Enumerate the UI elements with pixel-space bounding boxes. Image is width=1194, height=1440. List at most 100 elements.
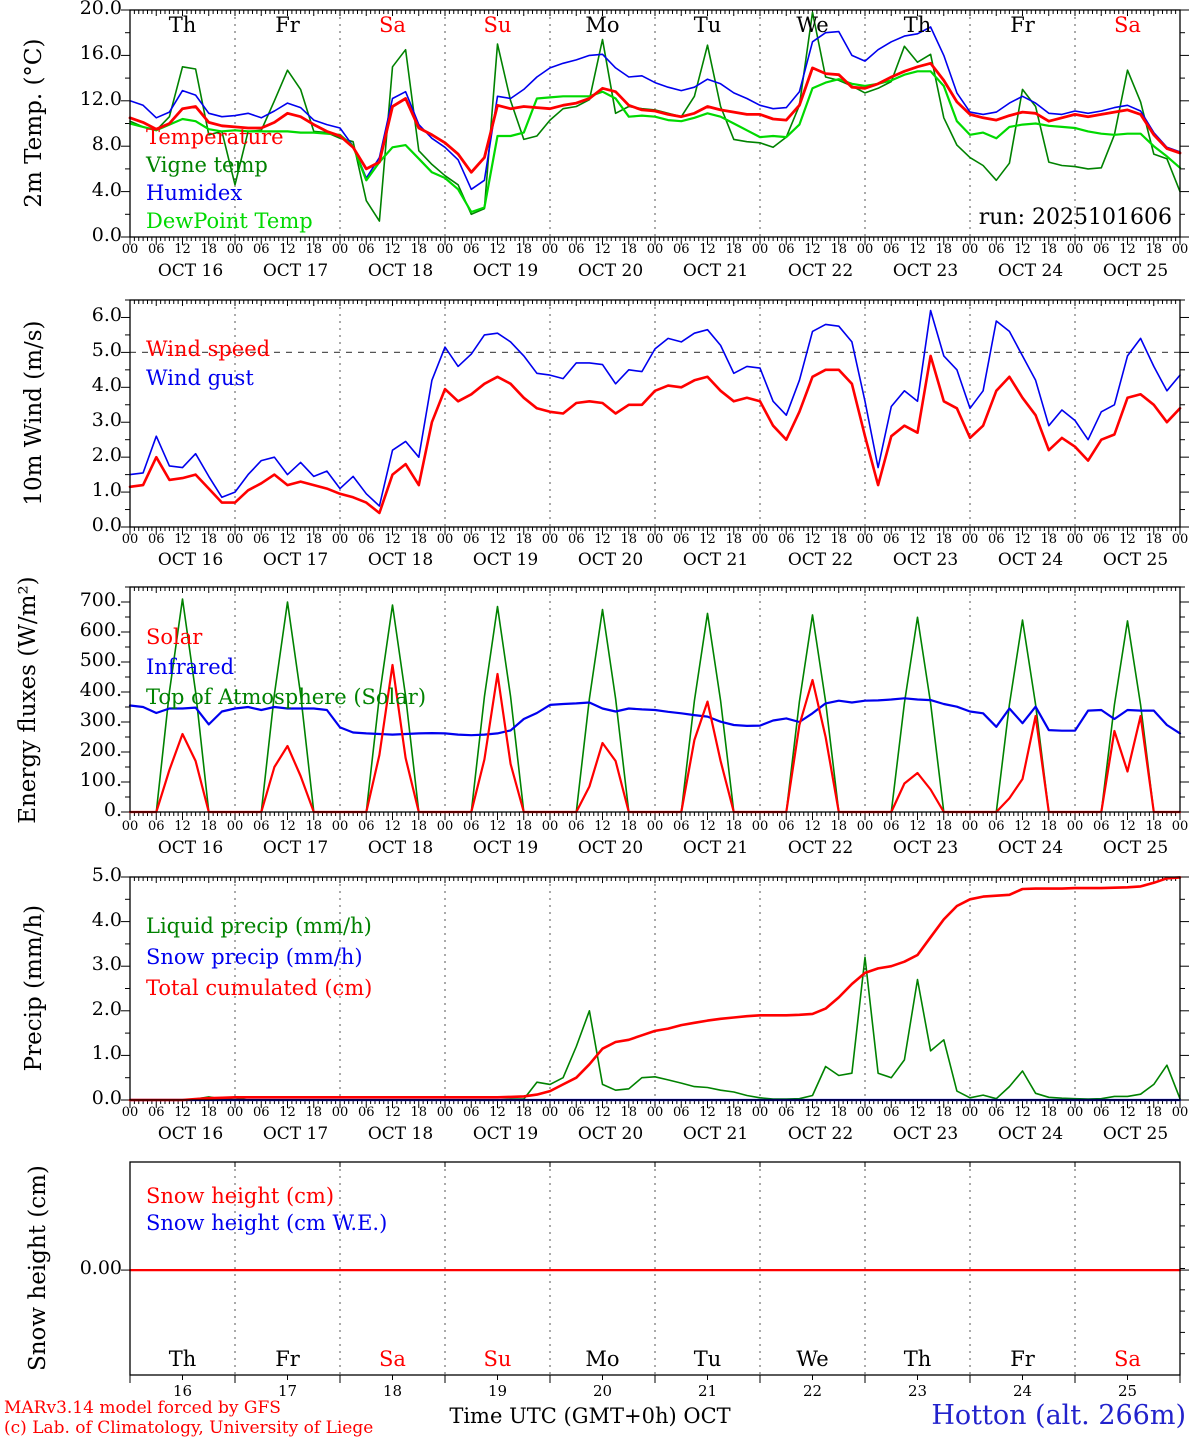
date-label: OCT 22 <box>787 1124 854 1144</box>
hour-tick-label: 12 <box>909 242 926 257</box>
day-name-label: Fr <box>275 1347 300 1371</box>
date-label: OCT 23 <box>892 1124 959 1144</box>
hour-tick-label: 00 <box>646 819 664 834</box>
hour-tick-label: 18 <box>305 819 323 834</box>
legend-snow-0: Snow height (cm) <box>146 1184 335 1208</box>
hour-tick-label: 18 <box>935 1105 953 1120</box>
hour-tick-label: 06 <box>777 819 795 834</box>
hour-tick-label: 06 <box>357 1105 375 1120</box>
hour-tick-label: 06 <box>567 819 585 834</box>
y-tick-label: 0.0 <box>91 224 122 246</box>
date-label: OCT 16 <box>157 838 224 858</box>
y-tick-label: 4.0 <box>91 908 122 931</box>
y-tick-label: 2.0 <box>91 997 122 1020</box>
hour-tick-label: 00 <box>226 242 244 257</box>
y-tick-label: 0. <box>103 799 122 821</box>
hour-tick-label: 18 <box>1145 242 1163 257</box>
hour-tick-label: 12 <box>279 242 296 257</box>
hour-tick-label: 00 <box>331 1105 349 1120</box>
hour-tick-label: 12 <box>804 242 821 257</box>
hour-tick-label: 12 <box>909 532 926 547</box>
date-label: OCT 23 <box>892 550 959 570</box>
day-name-label: Th <box>168 13 197 37</box>
y-tick-label: 3.0 <box>91 953 122 976</box>
legend-energy-0: Solar <box>146 625 203 649</box>
legend-temperature-1: Vigne temp <box>146 153 268 177</box>
day-number-label: 18 <box>382 1382 403 1400</box>
hour-tick-label: 06 <box>357 242 375 257</box>
hour-tick-label: 12 <box>699 819 716 834</box>
hour-tick-label: 00 <box>541 1105 559 1120</box>
hour-tick-label: 00 <box>226 532 244 547</box>
series-humidex <box>129 26 1181 191</box>
hour-tick-label: 06 <box>1092 1105 1110 1120</box>
hour-tick-label: 18 <box>935 242 953 257</box>
y-tick-label: 16.0 <box>79 42 122 65</box>
day-name-label: Sa <box>379 13 406 37</box>
date-label: OCT 25 <box>1102 838 1169 858</box>
hour-tick-label: 06 <box>777 1105 795 1120</box>
hour-tick-label: 00 <box>856 819 874 834</box>
hour-tick-label: 12 <box>909 819 926 834</box>
hour-tick-label: 00 <box>751 242 769 257</box>
hour-tick-label: 12 <box>384 242 401 257</box>
legend-precip-1: Snow precip (mm/h) <box>146 945 363 969</box>
day-number-label: 22 <box>802 1382 823 1400</box>
date-label: OCT 25 <box>1102 1124 1169 1144</box>
day-name-label: Tu <box>693 13 722 37</box>
date-label: OCT 24 <box>997 1124 1064 1144</box>
lab-credit: (c) Lab. of Climatology, University of L… <box>4 1418 374 1438</box>
date-label: OCT 18 <box>367 838 434 858</box>
hour-tick-label: 18 <box>620 242 638 257</box>
y-tick-label: 12.0 <box>79 87 122 110</box>
y-tick-label: 400. <box>79 679 122 701</box>
hour-tick-label: 18 <box>200 242 218 257</box>
y-tick-label: 6.0 <box>91 304 122 327</box>
hour-tick-label: 00 <box>541 532 559 547</box>
hour-tick-label: 06 <box>1092 242 1110 257</box>
y-tick-label: 5.0 <box>91 339 122 362</box>
hour-tick-label: 06 <box>462 242 480 257</box>
hour-tick-label: 00 <box>121 819 139 834</box>
date-label: OCT 19 <box>472 550 539 570</box>
day-number-label: 24 <box>1012 1382 1033 1400</box>
date-label: OCT 16 <box>157 550 224 570</box>
date-label: OCT 23 <box>892 261 959 281</box>
series-dewpoint-temp <box>128 70 1182 214</box>
date-label: OCT 21 <box>682 1124 749 1144</box>
day-name-label: Fr <box>275 13 300 37</box>
hour-tick-label: 00 <box>961 242 979 257</box>
hour-tick-label: 12 <box>804 1105 821 1120</box>
hour-tick-label: 18 <box>515 532 533 547</box>
hour-tick-label: 06 <box>252 819 270 834</box>
date-label: OCT 18 <box>367 261 434 281</box>
legend-temperature-0: Temperature <box>146 125 284 149</box>
hour-tick-label: 18 <box>725 532 743 547</box>
date-label: OCT 24 <box>997 838 1064 858</box>
series-wind-gust <box>129 309 1181 507</box>
y-tick-label: 0.0 <box>91 1087 122 1109</box>
hour-tick-label: 06 <box>147 819 165 834</box>
hour-tick-label: 18 <box>830 1105 848 1120</box>
hour-tick-label: 12 <box>174 532 191 547</box>
date-label: OCT 18 <box>367 550 434 570</box>
hour-tick-label: 00 <box>1171 819 1189 834</box>
y-tick-label: 8.0 <box>91 133 122 156</box>
hour-tick-label: 12 <box>384 819 401 834</box>
hour-tick-label: 12 <box>384 532 401 547</box>
hour-tick-label: 06 <box>777 532 795 547</box>
hour-tick-label: 06 <box>987 1105 1005 1120</box>
hour-tick-label: 06 <box>987 819 1005 834</box>
x-axis-title-text: Time UTC (GMT+0h) <box>449 1404 677 1428</box>
date-label: OCT 17 <box>262 838 329 858</box>
hour-tick-label: 18 <box>1040 242 1058 257</box>
y-tick-label: 1.0 <box>91 479 122 502</box>
day-name-label: Tu <box>693 1347 722 1371</box>
hour-tick-label: 12 <box>594 532 611 547</box>
hour-tick-label: 06 <box>882 242 900 257</box>
hour-tick-label: 12 <box>1119 242 1136 257</box>
date-label: OCT 20 <box>577 550 644 570</box>
hour-tick-label: 06 <box>882 819 900 834</box>
plot-border-energy <box>129 586 1181 813</box>
